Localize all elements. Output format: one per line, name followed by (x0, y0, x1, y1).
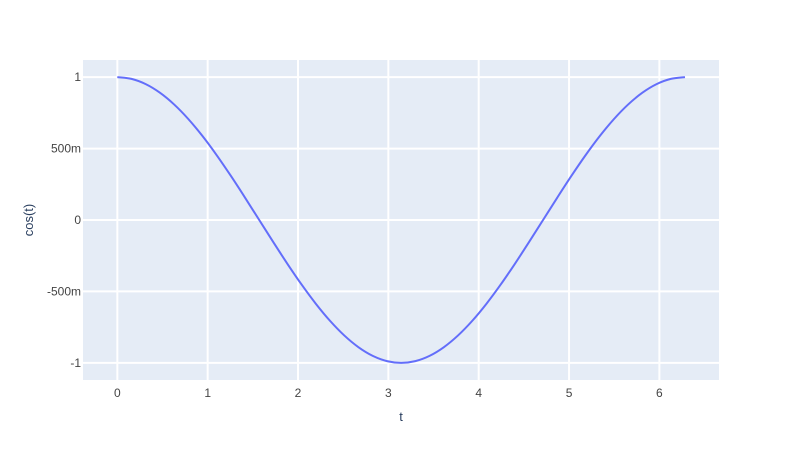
series-layer (117, 76, 686, 364)
y-tick-label: 500m (51, 142, 81, 156)
gridlines (83, 60, 719, 380)
x-tick-label: 0 (114, 386, 121, 400)
x-tick-label: 4 (475, 386, 482, 400)
x-tick-label: 6 (656, 386, 663, 400)
x-axis-title: t (399, 409, 403, 424)
x-tick-label: 2 (295, 386, 302, 400)
x-tick-label: 3 (385, 386, 392, 400)
y-tick-label: -1 (70, 356, 81, 370)
y-tick-label: 1 (74, 70, 81, 84)
y-axis-title: cos(t) (21, 204, 36, 237)
series-line-cos[interactable] (117, 76, 686, 364)
y-tick-label: -500m (47, 284, 81, 298)
x-tick-label: 5 (566, 386, 573, 400)
y-tick-label: 0 (74, 213, 81, 227)
tick-labels: 0 1 2 3 4 5 6 1 500m 0 -500m -1 (47, 70, 663, 400)
x-tick-label: 1 (204, 386, 211, 400)
